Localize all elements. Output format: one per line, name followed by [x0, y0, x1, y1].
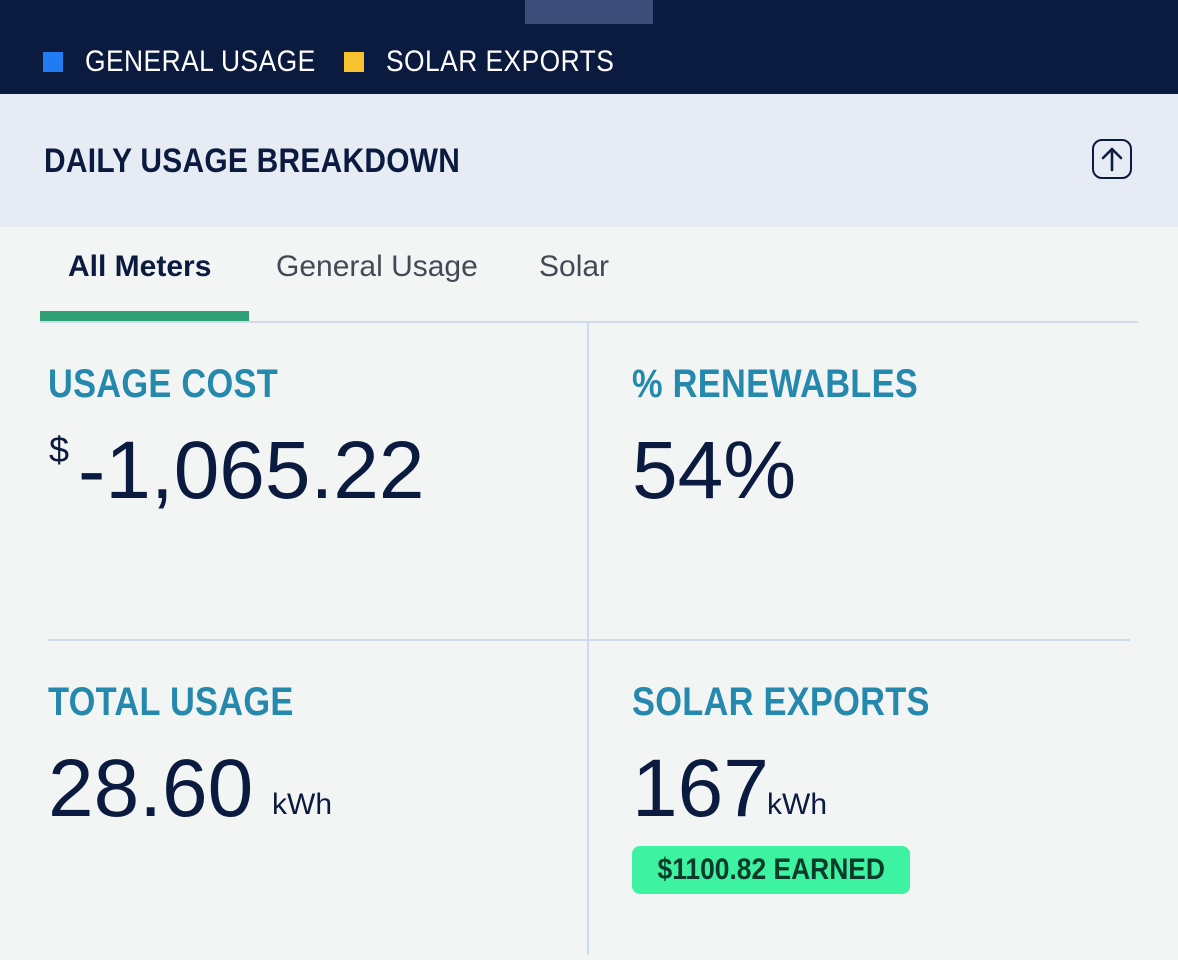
- legend-label: GENERAL USAGE: [85, 45, 316, 78]
- section-header: [0, 94, 1178, 227]
- active-tab-indicator: [40, 311, 249, 321]
- drag-handle[interactable]: [525, 0, 653, 24]
- total-usage-unit: kWh: [272, 788, 332, 821]
- section-title: DAILY USAGE BREAKDOWN: [44, 142, 461, 180]
- usage-cost-label: USAGE COST: [48, 362, 279, 406]
- tabs-divider: [40, 321, 1138, 323]
- solar-exports-unit: kWh: [767, 788, 827, 821]
- usage-cost-value: -1,065.22: [78, 425, 425, 516]
- tab-solar[interactable]: Solar: [539, 250, 610, 283]
- legend-item-general-usage: GENERAL USAGE: [43, 44, 347, 80]
- earned-badge: $1100.82 EARNED: [632, 846, 910, 894]
- currency-symbol: $: [49, 429, 70, 470]
- earned-text: $1100.82 EARNED: [657, 853, 885, 886]
- collapse-button[interactable]: [1092, 139, 1132, 179]
- grid-divider-horizontal: [48, 639, 1130, 641]
- total-usage-label: TOTAL USAGE: [48, 680, 294, 724]
- legend-bar: GENERAL USAGE SOLAR EXPORTS: [0, 0, 1178, 94]
- tab-all-meters[interactable]: All Meters: [68, 250, 212, 283]
- renewables-label: % RENEWABLES: [632, 362, 918, 406]
- tab-general-usage[interactable]: General Usage: [276, 250, 478, 283]
- total-usage-value: 28.60: [48, 743, 254, 834]
- solar-exports-value: 167: [632, 743, 769, 834]
- legend-label: SOLAR EXPORTS: [386, 45, 615, 78]
- legend-swatch-solar-exports: [344, 52, 364, 72]
- arrow-up-icon: [1101, 147, 1123, 172]
- legend-item-solar-exports: SOLAR EXPORTS: [344, 44, 645, 80]
- solar-exports-label: SOLAR EXPORTS: [632, 680, 930, 724]
- legend-swatch-general-usage: [43, 52, 63, 72]
- renewables-value: 54%: [632, 425, 797, 516]
